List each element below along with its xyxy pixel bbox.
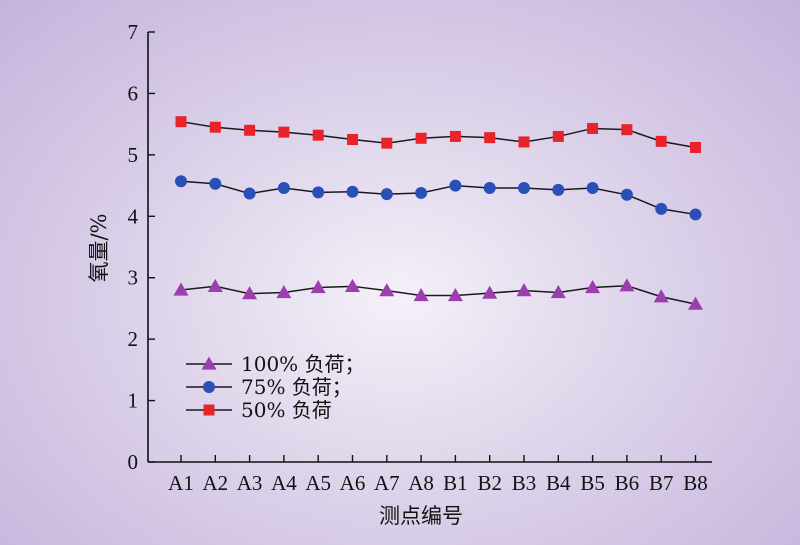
data-point-square <box>552 130 564 142</box>
x-tick-label: A1 <box>168 471 194 495</box>
data-point-triangle <box>173 282 189 296</box>
y-axis-label: 氧量/% <box>87 213 111 282</box>
data-point-square <box>381 137 393 149</box>
data-point-triangle <box>550 284 566 299</box>
legend-entry: 100% 负荷； <box>186 352 365 376</box>
data-point-circle <box>175 175 187 188</box>
data-point-triangle <box>276 284 292 299</box>
data-point-circle <box>449 179 462 192</box>
legend-entry: 75% 负荷； <box>186 375 352 399</box>
x-tick-label: B7 <box>649 471 674 495</box>
y-tick-label: 4 <box>128 204 139 228</box>
x-tick-label: B8 <box>683 471 708 495</box>
data-point-triangle <box>379 283 395 297</box>
data-point-triangle <box>653 289 669 303</box>
data-point-circle <box>277 182 290 195</box>
legend-label: 75% 负荷； <box>241 375 352 399</box>
x-tick-label: B5 <box>580 471 605 495</box>
series-circle <box>175 175 702 221</box>
x-tick-label: B6 <box>615 471 640 495</box>
data-point-triangle <box>516 283 532 297</box>
y-tick-label: 2 <box>128 327 139 351</box>
data-point-triangle <box>242 286 258 300</box>
data-point-circle <box>243 187 256 200</box>
data-point-circle <box>483 182 496 195</box>
data-point-square <box>587 122 599 134</box>
data-point-triangle <box>447 288 463 302</box>
data-point-triangle <box>207 278 223 292</box>
data-point-square <box>175 116 187 128</box>
y-tick-label: 6 <box>128 81 139 105</box>
data-point-square <box>347 134 358 145</box>
data-point-circle <box>620 188 633 201</box>
x-tick-label: A3 <box>237 471 263 495</box>
legend: 100% 负荷；75% 负荷；50% 负荷 <box>186 352 365 422</box>
data-point-circle <box>380 188 393 201</box>
series-square <box>175 116 701 153</box>
legend-marker-circle <box>203 381 215 393</box>
data-point-square <box>690 141 701 153</box>
data-point-square <box>518 136 530 148</box>
data-point-square <box>244 124 256 136</box>
x-tick-label: A4 <box>271 471 297 495</box>
data-point-circle <box>312 186 325 199</box>
x-tick-label: B2 <box>477 471 502 495</box>
legend-marker-square <box>203 404 215 416</box>
legend-entry: 50% 负荷 <box>186 398 332 422</box>
x-tick-label: A5 <box>305 471 331 495</box>
data-point-triangle <box>345 278 360 292</box>
data-point-triangle <box>688 296 703 310</box>
data-point-square <box>655 135 667 147</box>
x-tick-label: B3 <box>512 471 537 495</box>
axes: 0 1 2 3 4 5 6 7 A1 A2 A3 A4 A5 A6 A7 A8 B1 B2 B3 B4 B5 B6 B7 B8 <box>128 20 712 495</box>
data-point-circle <box>586 182 599 195</box>
y-tick-label: 1 <box>128 389 139 413</box>
data-point-circle <box>689 208 702 221</box>
y-tick-label: 5 <box>128 143 139 167</box>
series-line <box>180 284 696 305</box>
data-point-circle <box>346 185 359 198</box>
data-point-circle <box>209 177 222 190</box>
legend-label: 100% 负荷； <box>241 352 365 376</box>
data-point-circle <box>655 202 668 215</box>
data-point-square <box>484 132 496 144</box>
data-point-square <box>209 121 221 133</box>
x-tick-label: B4 <box>546 471 571 495</box>
data-point-circle <box>415 186 428 199</box>
series-triangle <box>173 278 703 310</box>
x-tick-label: A2 <box>202 471 228 495</box>
x-axis-label: 测点编号 <box>379 504 463 528</box>
data-point-square <box>621 124 633 136</box>
data-point-triangle <box>585 280 601 294</box>
data-point-circle <box>552 183 565 196</box>
data-point-square <box>449 130 461 142</box>
y-tick-label: 3 <box>128 266 139 290</box>
data-point-square <box>415 132 427 144</box>
data-point-triangle <box>482 285 498 299</box>
series-line <box>180 120 696 149</box>
x-tick-label: A6 <box>340 471 366 495</box>
data-point-triangle <box>413 288 429 302</box>
series-line <box>180 180 696 216</box>
series-layer <box>173 116 703 310</box>
data-point-square <box>278 126 290 138</box>
data-point-triangle <box>310 280 326 294</box>
x-tick-label: A8 <box>408 471 434 495</box>
data-point-triangle <box>619 278 635 292</box>
x-tick-label: A7 <box>374 471 400 495</box>
y-tick-label: 7 <box>128 20 139 44</box>
legend-label: 50% 负荷 <box>241 398 332 422</box>
x-tick-label: B1 <box>443 471 468 495</box>
y-tick-label: 0 <box>128 450 139 474</box>
data-point-square <box>312 129 324 141</box>
legend-marker-triangle <box>201 356 217 370</box>
data-point-circle <box>518 182 530 195</box>
